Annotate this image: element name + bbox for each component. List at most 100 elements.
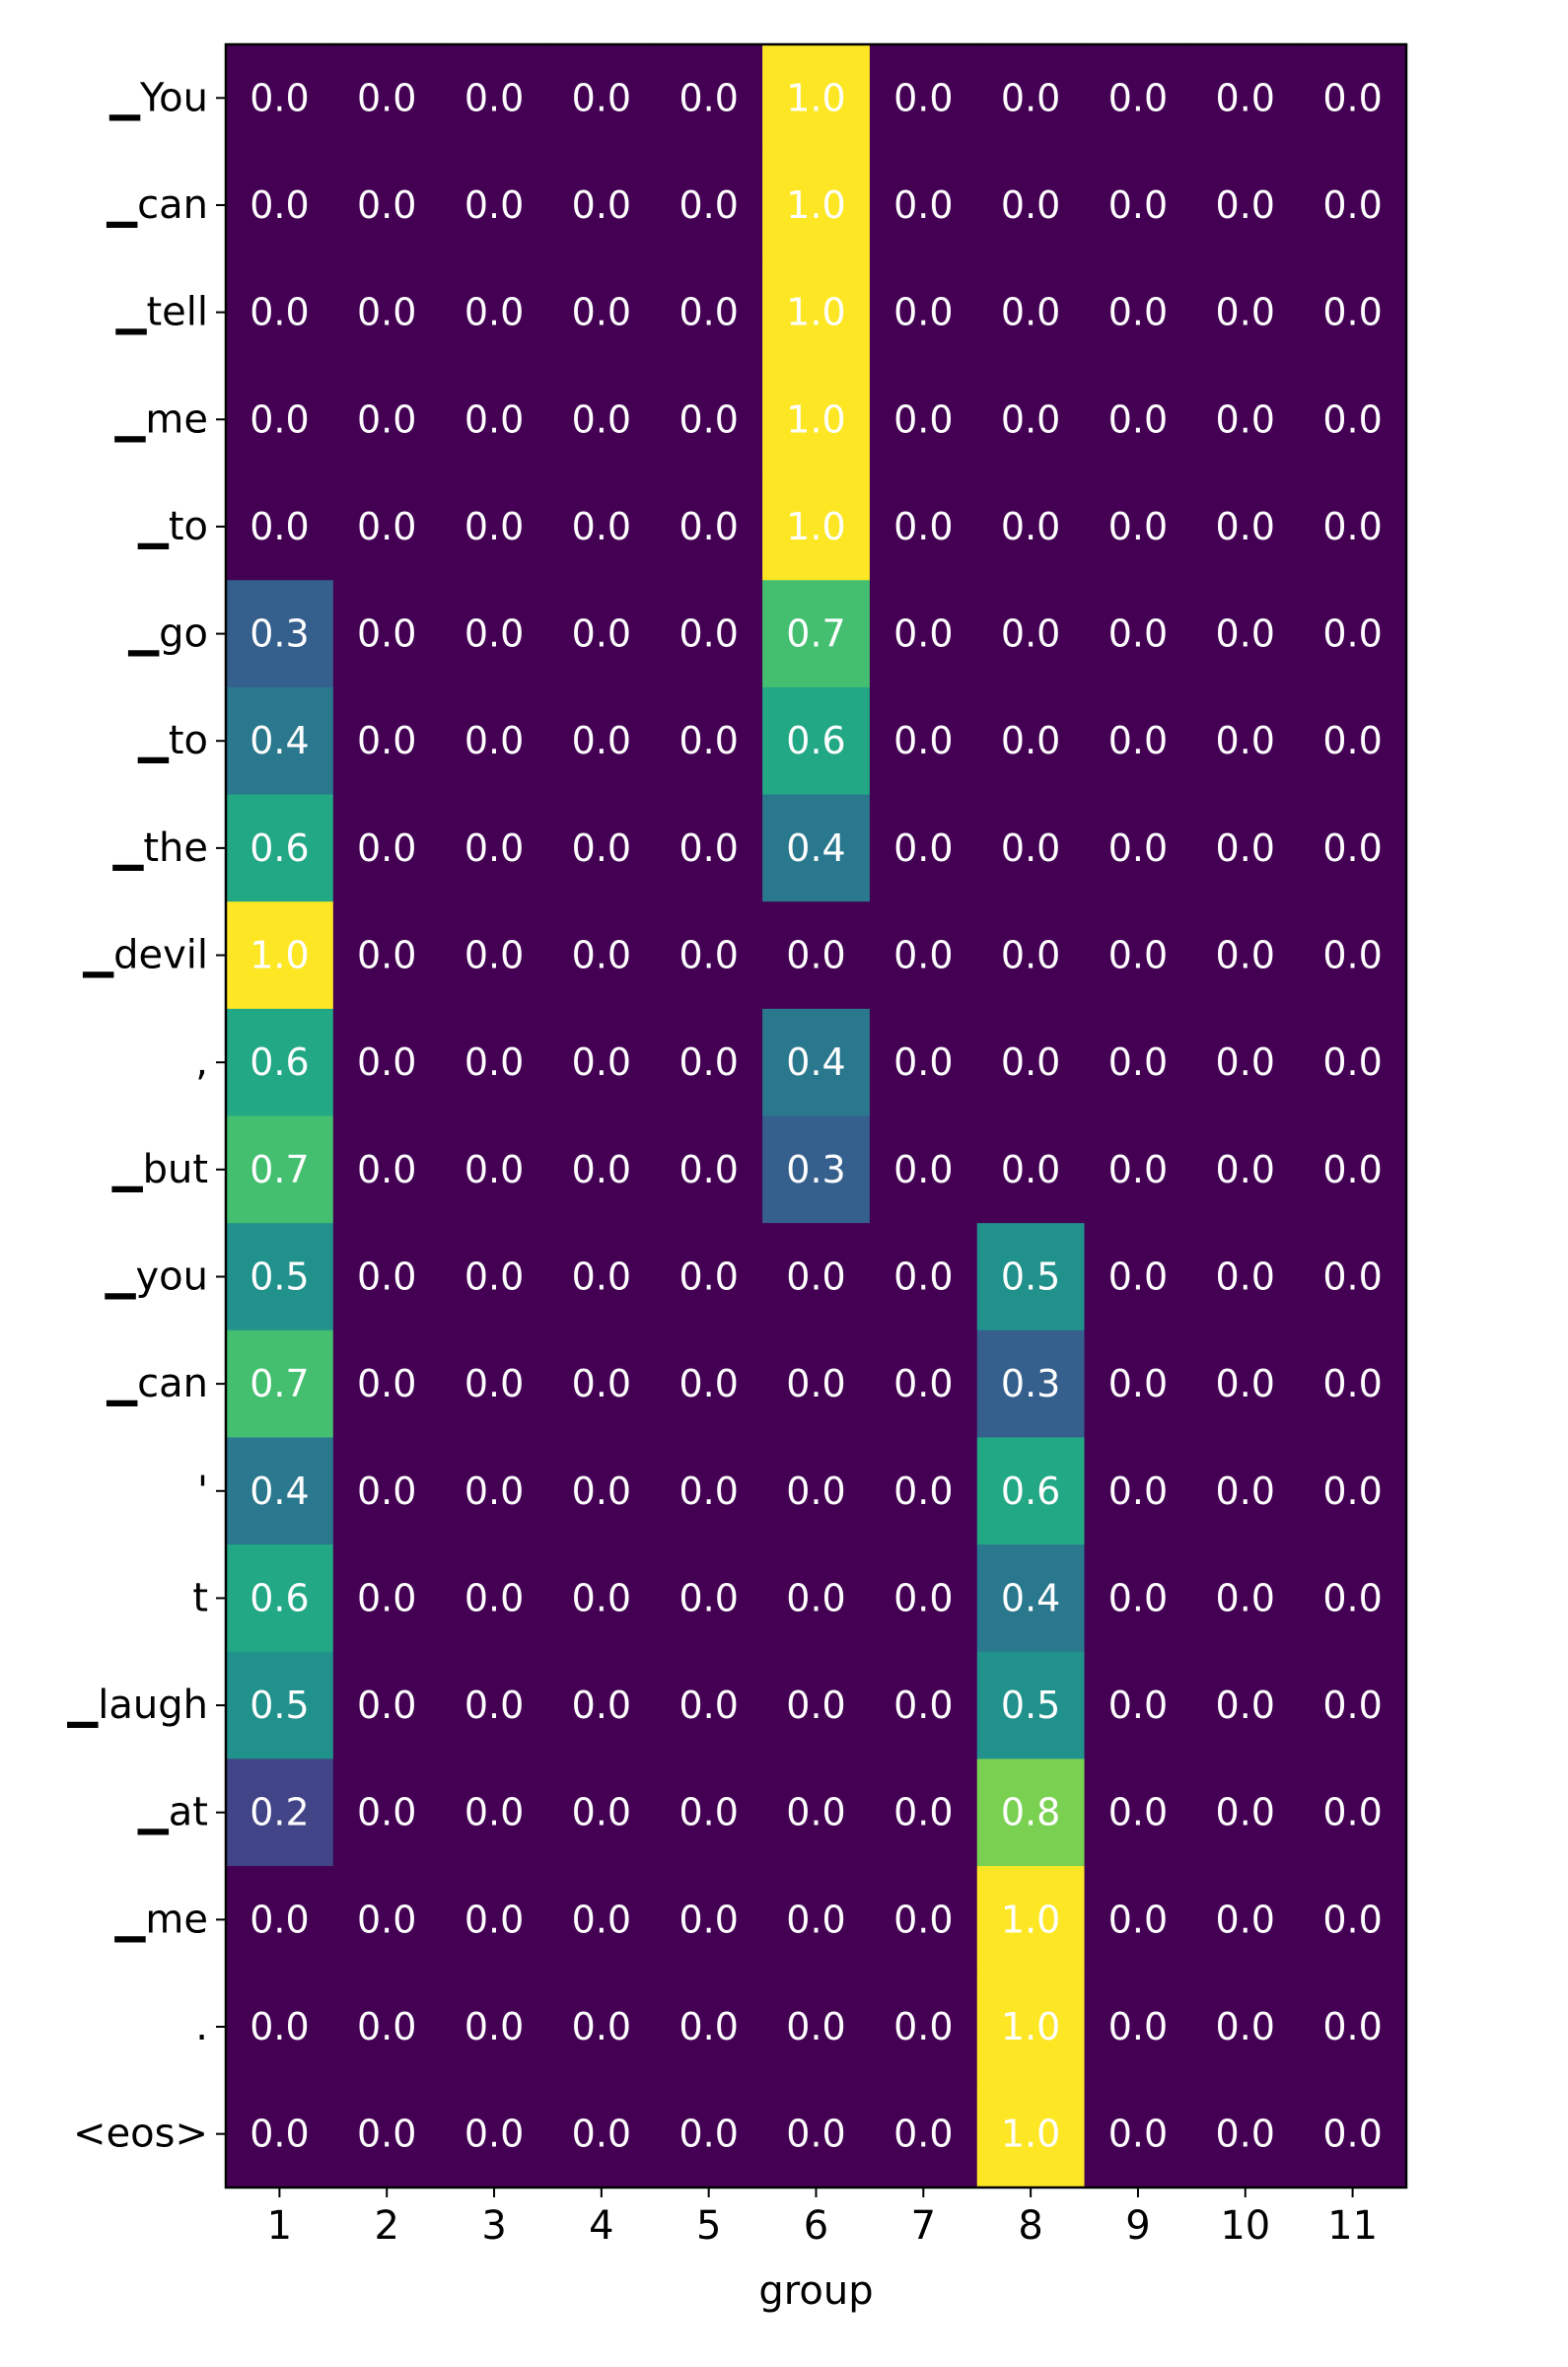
heatmap-cell [1299, 1544, 1407, 1653]
cell-value-label: 0.0 [464, 1148, 524, 1191]
heatmap-cell [226, 1329, 334, 1439]
x-tick-label: 1 [267, 2203, 292, 2249]
heatmap-cell [440, 1758, 549, 1867]
y-tick-label: ▁devil [82, 933, 208, 978]
heatmap-cell [440, 1115, 549, 1224]
heatmap-cell [869, 1972, 978, 2081]
heatmap-cell [976, 2080, 1086, 2188]
heatmap-cell [655, 580, 763, 688]
heatmap-cell [440, 794, 549, 902]
heatmap-cell [976, 1758, 1086, 1867]
x-tick-label: 11 [1327, 2203, 1378, 2249]
heatmap-cell [332, 258, 442, 367]
heatmap-cell [976, 1972, 1086, 2081]
heatmap-cell [440, 1008, 549, 1117]
cell-value-label: 0.0 [1001, 612, 1060, 656]
cell-value-label: 0.0 [357, 1470, 416, 1513]
heatmap-cell [655, 2080, 763, 2188]
heatmap-cell [547, 1651, 656, 1759]
heatmap-cell [226, 258, 334, 367]
cell-value-label: 0.0 [1108, 1898, 1168, 1941]
cell-value-label: 0.0 [1216, 826, 1275, 870]
cell-value-label: 0.0 [1322, 1576, 1382, 1619]
cell-value-label: 0.0 [1216, 1791, 1275, 1834]
cell-value-label: 0.0 [572, 1362, 631, 1405]
heatmap-cell [226, 1758, 334, 1867]
heatmap-cell [226, 1651, 334, 1759]
heatmap-cell [869, 472, 978, 581]
heatmap-cell [547, 258, 656, 367]
heatmap-cell [226, 794, 334, 902]
heatmap-cell [547, 1115, 656, 1224]
heatmap-cell [1084, 1329, 1192, 1439]
cell-value-label: 0.0 [1001, 76, 1060, 119]
heatmap-cell [332, 1329, 442, 1439]
cell-value-label: 0.0 [893, 1255, 953, 1298]
heatmap-cell [1191, 580, 1300, 688]
heatmap-cell [1084, 365, 1192, 474]
heatmap-cell [655, 1972, 763, 2081]
cell-value-label: 0.0 [572, 1470, 631, 1513]
x-axis: 1 2 3 4 5 6 7 8 9 10 11 [267, 2188, 1378, 2249]
cell-value-label: 0.0 [1322, 719, 1382, 762]
heatmap-cell [869, 1866, 978, 1974]
cell-value-label: 0.0 [357, 291, 416, 334]
cell-value-label: 0.0 [357, 612, 416, 656]
cell-value-label: 0.0 [1001, 826, 1060, 870]
cell-value-label: 0.7 [249, 1362, 309, 1405]
cell-value-label: 0.0 [1001, 291, 1060, 334]
y-tick-label: . [195, 2004, 208, 2049]
heatmap-cell [440, 686, 549, 796]
cell-value-label: 0.0 [1216, 291, 1275, 334]
heatmap-cell [1084, 686, 1192, 796]
heatmap-cell [332, 1651, 442, 1759]
heatmap-cell [1191, 1329, 1300, 1439]
cell-value-label: 0.0 [464, 1470, 524, 1513]
cell-value-label: 0.0 [893, 183, 953, 227]
cell-value-label: 0.0 [1108, 1791, 1168, 1834]
heatmap-cell [547, 151, 656, 259]
heatmap-cell [762, 686, 871, 796]
heatmap-cell [1084, 258, 1192, 367]
heatmap-cell [226, 1437, 334, 1545]
cell-value-label: 0.5 [249, 1255, 309, 1298]
cell-value-label: 0.0 [357, 826, 416, 870]
y-tick-label: ▁but [111, 1147, 208, 1192]
heatmap-cell [1191, 1758, 1300, 1867]
cell-value-label: 0.0 [678, 2113, 738, 2156]
y-tick-label: <eos> [73, 2112, 208, 2157]
cell-value-label: 0.3 [249, 612, 309, 656]
cell-value-label: 1.0 [786, 183, 845, 227]
x-tick-label: 6 [804, 2203, 828, 2249]
heatmap-cell [655, 44, 763, 153]
heatmap-cell [440, 1223, 549, 1331]
cell-value-label: 1.0 [1001, 1898, 1060, 1941]
heatmap-cell [1299, 686, 1407, 796]
cell-value-label: 0.0 [464, 2113, 524, 2156]
cell-value-label: 0.0 [1216, 505, 1275, 548]
cell-value-label: 0.0 [1108, 1040, 1168, 1084]
cell-value-label: 0.0 [1322, 1040, 1382, 1084]
cell-value-label: 0.5 [1001, 1255, 1060, 1298]
heatmap-cell [440, 44, 549, 153]
heatmap-cell [1191, 686, 1300, 796]
cell-value-label: 0.4 [249, 719, 309, 762]
heatmap-cell [226, 580, 334, 688]
cell-value-label: 0.0 [1216, 183, 1275, 227]
heatmap-cell [440, 1866, 549, 1974]
heatmap-cell [655, 1544, 763, 1653]
heatmap-cell [440, 1437, 549, 1545]
cell-value-label: 0.0 [357, 76, 416, 119]
cell-value-label: 0.0 [1322, 183, 1382, 227]
cell-value-label: 0.0 [678, 505, 738, 548]
heatmap-cell [226, 1544, 334, 1653]
heatmap-cell [762, 1008, 871, 1117]
cell-value-label: 0.0 [357, 2005, 416, 2048]
heatmap-cell [976, 1437, 1086, 1545]
cell-value-label: 0.0 [464, 291, 524, 334]
y-tick-label: ▁you [105, 1254, 208, 1299]
cell-value-label: 0.0 [786, 2113, 845, 2156]
cell-value-label: 0.0 [786, 934, 845, 977]
cell-value-label: 0.0 [464, 719, 524, 762]
cell-value-label: 1.0 [786, 291, 845, 334]
